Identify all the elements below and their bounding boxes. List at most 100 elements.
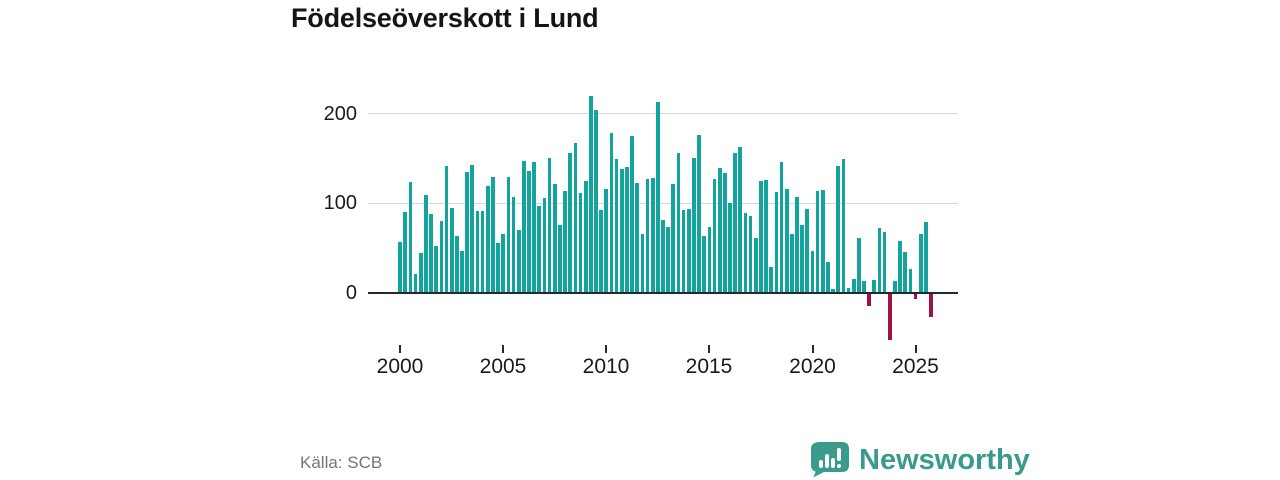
bar: [568, 153, 573, 292]
bar: [408, 182, 413, 292]
bar: [774, 192, 779, 292]
bar: [795, 196, 799, 292]
bar: [882, 231, 887, 292]
bar: [558, 224, 562, 292]
bar: [661, 220, 665, 292]
x-axis-label-2015: 2015: [685, 355, 733, 378]
bar: [418, 253, 423, 292]
bar: [790, 233, 794, 292]
bar: [681, 210, 686, 292]
x-tick-2000: [399, 345, 401, 353]
x-axis-line: [368, 292, 958, 294]
x-axis-label-2025: 2025: [892, 355, 939, 378]
bar: [903, 252, 908, 292]
bar: [619, 168, 624, 292]
bar: [527, 170, 531, 292]
bar: [671, 184, 676, 292]
bar: [831, 289, 835, 292]
bar: [805, 209, 810, 292]
bar: [542, 197, 547, 292]
x-tick-2015: [708, 345, 710, 353]
bar: [779, 161, 784, 292]
bar: [820, 190, 825, 292]
bar: [656, 102, 660, 292]
bar: [857, 238, 861, 292]
bar: [836, 166, 841, 292]
bar: [522, 160, 526, 292]
newsworthy-wordmark: Newsworthy: [859, 443, 1030, 476]
bar: [769, 266, 774, 292]
bar: [444, 166, 449, 292]
gridline-100: [368, 203, 958, 204]
bar: [589, 95, 593, 292]
bar: [552, 184, 557, 292]
newsworthy-bar-chart-bubble-icon: [811, 442, 849, 478]
bar: [537, 205, 542, 292]
bar: [913, 294, 918, 300]
bar: [697, 135, 701, 292]
bar: [898, 240, 902, 292]
bar: [887, 294, 892, 340]
bar: [723, 173, 727, 292]
bar: [841, 158, 846, 292]
x-tick-2020: [811, 345, 814, 353]
bar: [810, 250, 815, 292]
bar: [614, 158, 619, 292]
bar: [491, 176, 495, 292]
newsworthy-logo: Newsworthy: [810, 441, 1030, 478]
bar: [764, 179, 768, 292]
bar: [480, 211, 485, 292]
bar: [516, 229, 521, 292]
bar: [635, 183, 640, 292]
bar: [439, 220, 444, 292]
bar: [924, 221, 928, 292]
bar: [650, 177, 655, 292]
bar: [413, 274, 418, 292]
bar: [640, 234, 645, 292]
bar: [547, 157, 552, 292]
bar: [454, 236, 459, 292]
bar: [666, 227, 670, 292]
bar: [686, 209, 691, 292]
bar: [908, 268, 913, 292]
x-axis-label-2020: 2020: [789, 355, 836, 378]
bar: [398, 241, 402, 292]
bar: [862, 281, 866, 292]
bar: [594, 110, 598, 292]
bar: [460, 250, 464, 292]
bar: [645, 178, 650, 292]
bar: [738, 147, 743, 292]
bar: [759, 181, 763, 292]
bar: [918, 234, 923, 292]
bar: [784, 188, 789, 292]
bar: [630, 136, 634, 292]
bar: [604, 188, 609, 292]
bar: [470, 165, 475, 292]
bar: [532, 161, 536, 292]
x-axis-label-2010: 2010: [582, 355, 630, 378]
bar: [429, 213, 433, 292]
bar: [702, 236, 707, 292]
bar: [712, 178, 717, 292]
bar: [676, 152, 681, 292]
bar: [815, 191, 820, 292]
bar: [748, 215, 753, 292]
bar: [800, 225, 804, 292]
bar: [573, 142, 578, 292]
x-axis-label-2000: 2000: [376, 355, 424, 378]
bar: [424, 194, 428, 292]
bar: [851, 278, 856, 292]
bar: [563, 191, 567, 292]
bar: [485, 185, 490, 292]
chart-title: Födelseöverskott i Lund: [291, 3, 599, 33]
bar: [434, 246, 439, 292]
y-axis-label-200: 200: [323, 103, 357, 125]
bar: [872, 280, 877, 292]
bar: [578, 193, 583, 292]
bar: [465, 172, 469, 292]
bar: [728, 202, 732, 292]
bar: [733, 153, 737, 292]
bar: [893, 281, 897, 292]
